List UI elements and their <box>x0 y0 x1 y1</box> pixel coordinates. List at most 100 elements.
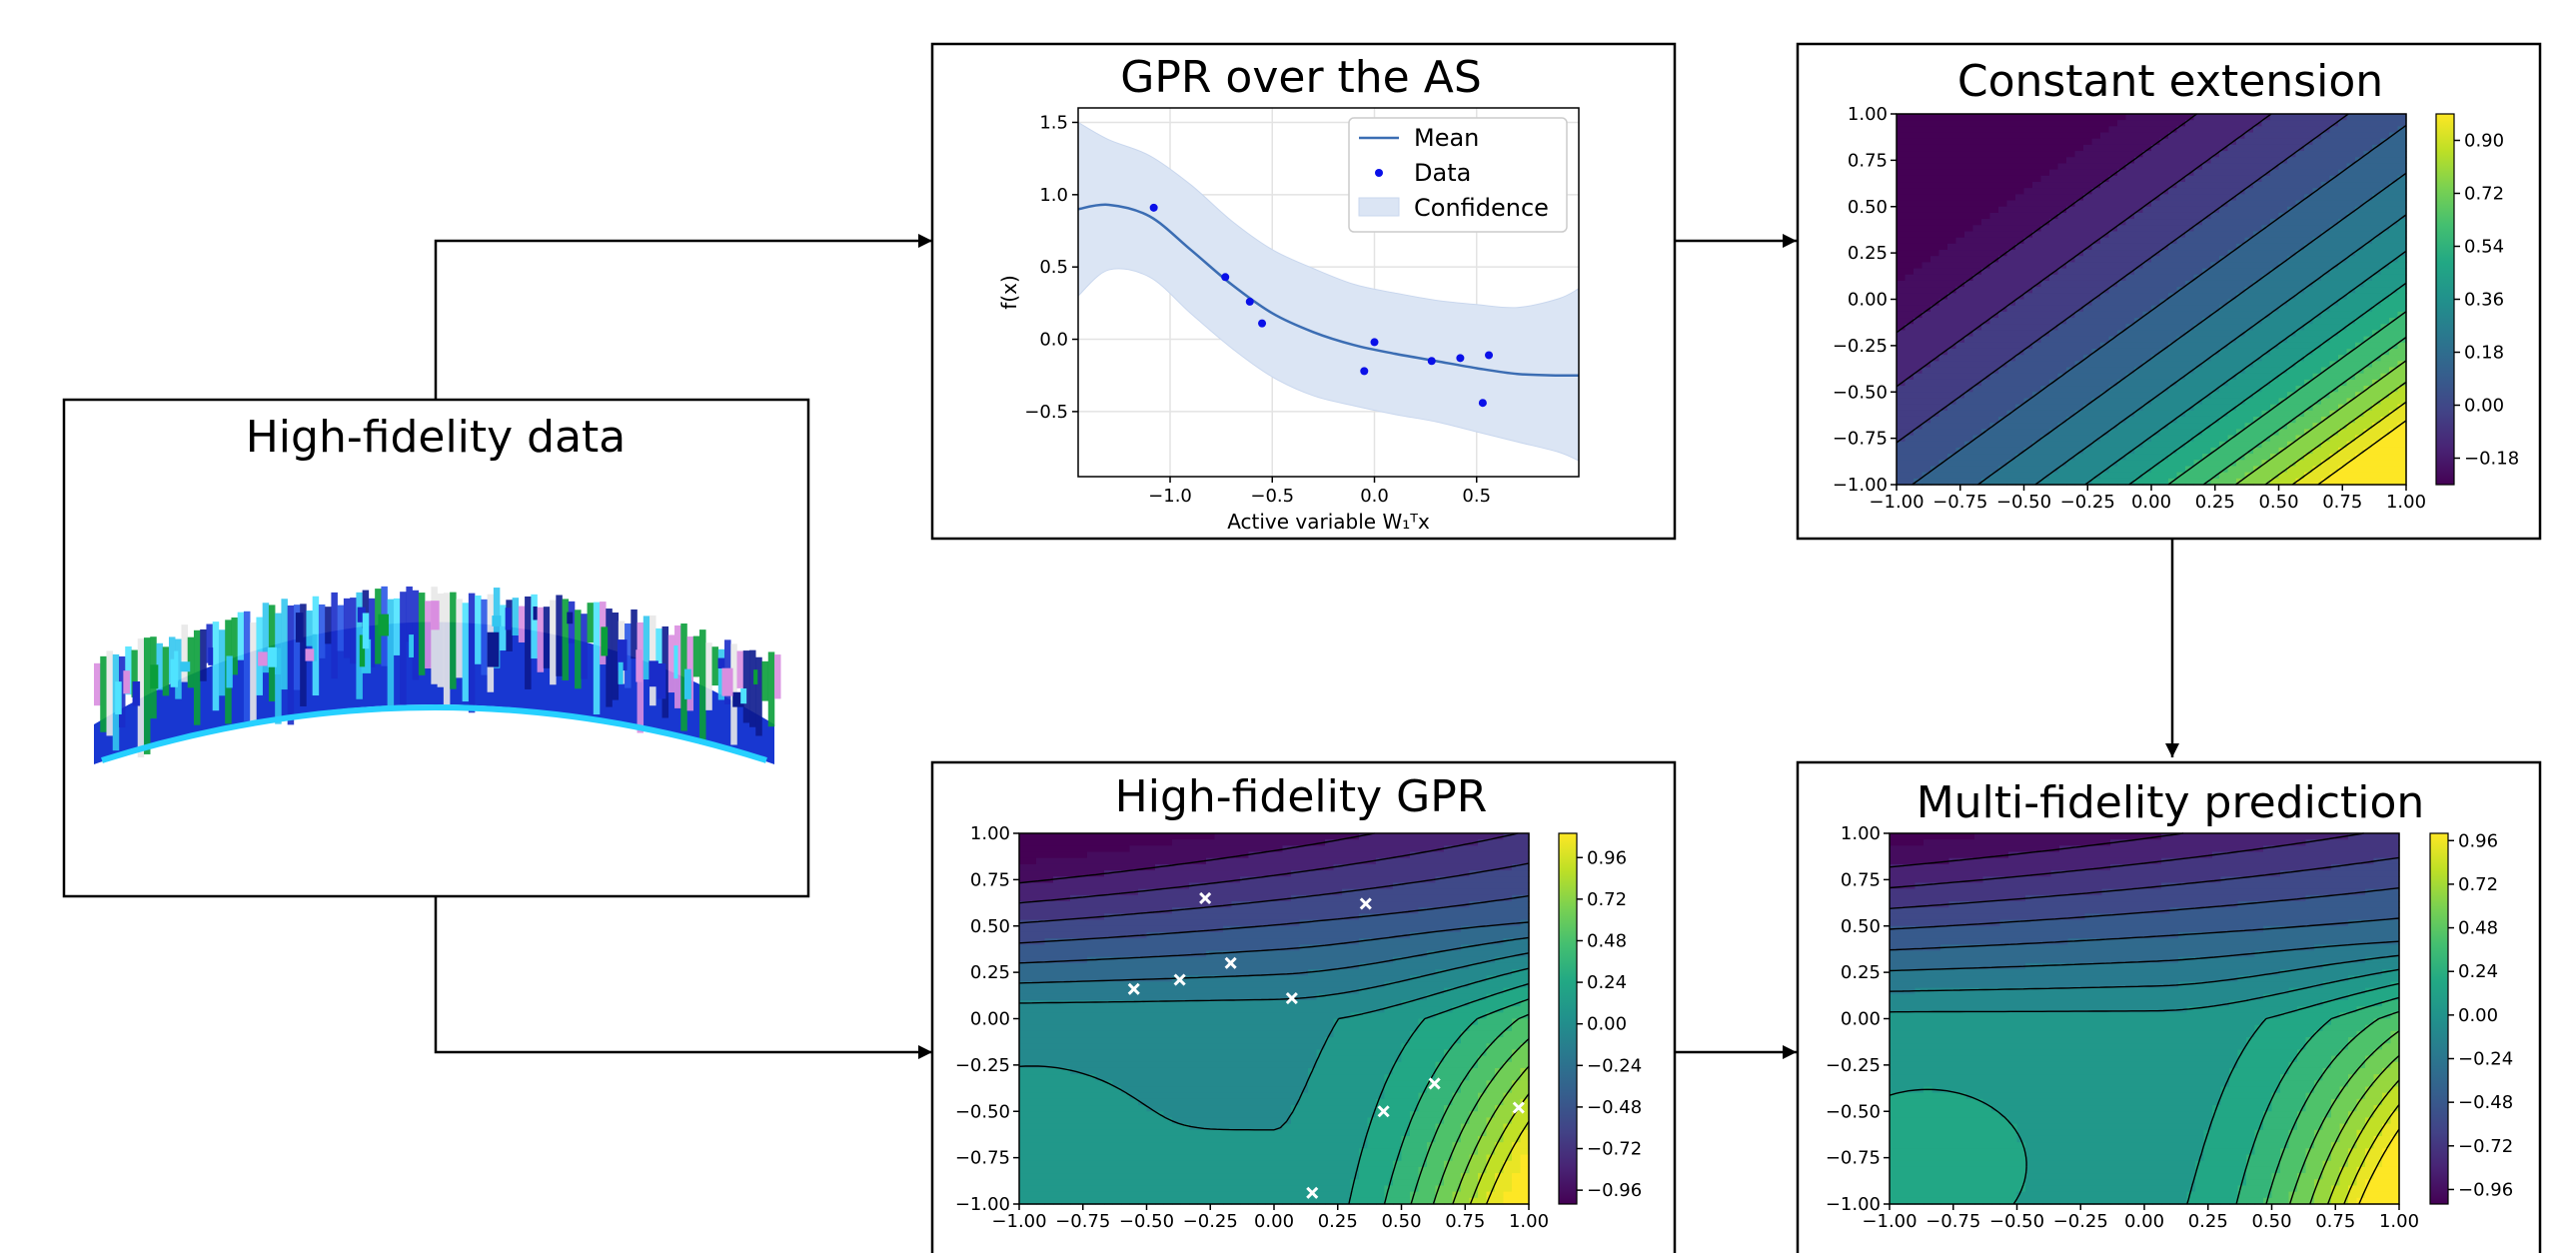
x-tick-label: −0.5 <box>1250 486 1294 507</box>
heatmap-cell <box>2185 206 2195 214</box>
heatmap-cell <box>2032 324 2042 332</box>
heatmap-cell <box>1036 1024 1046 1032</box>
heatmap-cell <box>1061 907 1071 914</box>
heatmap-cell <box>2261 299 2271 307</box>
heatmap-cell <box>1095 1049 1105 1057</box>
box-high-fidelity-gpr: High-fidelity GPR −1.00−1.00−0.75−0.75−0… <box>930 760 1677 1253</box>
heatmap-cell <box>2346 293 2356 301</box>
heatmap-cell <box>1972 206 1982 214</box>
heatmap-cell <box>1104 1018 1114 1026</box>
heatmap-cell <box>2389 144 2399 152</box>
heatmap-cell <box>1095 1055 1105 1063</box>
heatmap-cell <box>1155 1037 1165 1044</box>
heatmap-cell <box>1053 833 1063 840</box>
heatmap-cell <box>1905 447 1915 455</box>
heatmap-cell <box>2329 392 2339 400</box>
heatmap-cell <box>1922 237 1932 245</box>
blade-patch <box>537 607 545 672</box>
heatmap-cell <box>2159 386 2169 393</box>
heatmap-cell <box>2091 342 2101 350</box>
heatmap-cell <box>2380 410 2390 418</box>
heatmap-cell <box>1931 311 1940 319</box>
heatmap-cell <box>2125 342 2135 350</box>
heatmap-cell <box>2304 416 2314 424</box>
heatmap-cell <box>2278 441 2288 449</box>
heatmap-cell <box>2363 126 2373 134</box>
heatmap-cell <box>1129 839 1139 846</box>
heatmap-cell <box>1027 1086 1037 1094</box>
heatmap-cell <box>1998 219 2008 226</box>
contour-level <box>2084 250 2407 486</box>
heatmap-cell <box>2372 398 2382 406</box>
heatmap-cell <box>2193 206 2203 214</box>
heatmap-cell <box>1036 1129 1046 1137</box>
heatmap-cell <box>1981 243 1991 251</box>
heatmap-cell <box>2312 243 2322 251</box>
heatmap-cell <box>2363 268 2373 276</box>
heatmap-cell <box>1053 1049 1063 1057</box>
heatmap-cell <box>1078 876 1088 884</box>
heatmap-cell <box>2227 126 2237 134</box>
blade-patch <box>456 599 463 678</box>
heatmap-cell <box>2219 132 2229 140</box>
heatmap-cell <box>2389 441 2399 449</box>
heatmap-cell <box>2236 330 2246 338</box>
heatmap-cell <box>2244 441 2254 449</box>
heatmap-cell <box>1019 863 1029 871</box>
heatmap-cell <box>1078 1123 1088 1131</box>
heatmap-cell <box>1027 1173 1037 1180</box>
heatmap-cell <box>1053 1024 1063 1032</box>
heatmap-cell <box>2380 293 2390 301</box>
heatmap-cell <box>2321 157 2331 165</box>
heatmap-cell <box>1019 1067 1029 1075</box>
heatmap-cell <box>2049 243 2059 251</box>
heatmap-cell <box>2278 355 2288 362</box>
heatmap-cell <box>1078 1092 1088 1100</box>
heatmap-cell <box>1036 1123 1046 1131</box>
heatmap-cell <box>1121 1111 1131 1119</box>
heatmap-cell <box>2176 373 2186 381</box>
heatmap-cell <box>2168 472 2178 480</box>
heatmap-cell <box>2287 404 2297 412</box>
heatmap-cell <box>2176 299 2186 307</box>
heatmap-cell <box>1981 250 1991 257</box>
heatmap-cell <box>1897 478 1907 486</box>
heatmap-cell <box>1981 299 1991 307</box>
heatmap-cell <box>2168 324 2178 332</box>
heatmap-cell <box>2372 466 2382 474</box>
heatmap-cell <box>1914 454 1924 461</box>
heatmap-cell <box>1112 987 1122 995</box>
heatmap-cell <box>1027 1074 1037 1081</box>
heatmap-cell <box>2176 151 2186 158</box>
heatmap-cell <box>1087 1154 1097 1162</box>
heatmap-cell <box>2295 435 2305 443</box>
heatmap-cell <box>2100 330 2110 338</box>
heatmap-cell <box>2142 138 2152 146</box>
heatmap-cell <box>2015 212 2025 220</box>
heatmap-cell <box>1938 169 1948 177</box>
heatmap-cell <box>2108 231 2118 239</box>
heatmap-cell <box>1129 969 1139 976</box>
heatmap-cell <box>2066 348 2076 356</box>
heatmap-cell <box>2100 373 2110 381</box>
heatmap-cell <box>2202 330 2212 338</box>
heatmap-cell <box>1914 194 1924 202</box>
heatmap-cell <box>1938 441 1948 449</box>
heatmap-cell <box>2015 416 2025 424</box>
heatmap-cell <box>1104 1111 1114 1119</box>
heatmap-cell <box>1121 870 1131 877</box>
heatmap-cell <box>1163 944 1173 952</box>
heatmap-cell <box>1905 466 1915 474</box>
heatmap-cell <box>2304 361 2314 369</box>
heatmap-cell <box>2151 114 2161 121</box>
heatmap-cell <box>2015 157 2025 165</box>
heatmap-cell <box>2372 311 2382 319</box>
heatmap-cell <box>2321 324 2331 332</box>
heatmap-cell <box>2015 132 2025 140</box>
heatmap-cell <box>1955 404 1965 412</box>
heatmap-cell <box>2091 114 2101 121</box>
heatmap-cell <box>1070 1179 1080 1187</box>
heatmap-cell <box>2057 373 2067 381</box>
heatmap-cell <box>1027 1055 1037 1063</box>
heatmap-cell <box>2032 305 2042 313</box>
